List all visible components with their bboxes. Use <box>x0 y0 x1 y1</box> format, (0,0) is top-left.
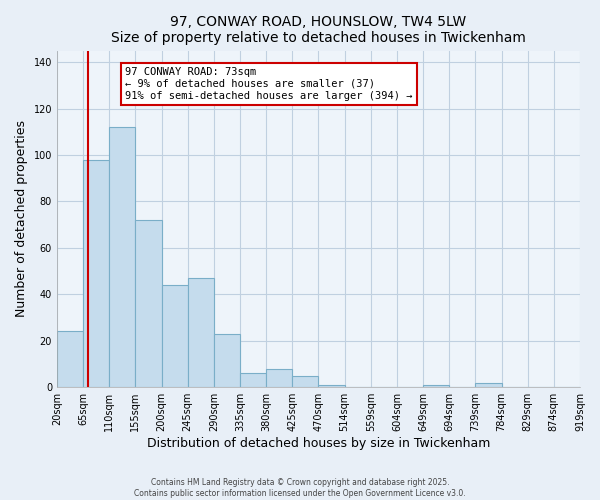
Bar <box>475 382 502 387</box>
Bar <box>57 332 83 387</box>
Text: Contains HM Land Registry data © Crown copyright and database right 2025.
Contai: Contains HM Land Registry data © Crown c… <box>134 478 466 498</box>
Bar <box>292 376 319 387</box>
Bar <box>188 278 214 387</box>
Bar <box>109 127 136 387</box>
Y-axis label: Number of detached properties: Number of detached properties <box>15 120 28 318</box>
Bar <box>161 285 188 387</box>
Bar <box>423 385 449 387</box>
Bar <box>319 385 344 387</box>
X-axis label: Distribution of detached houses by size in Twickenham: Distribution of detached houses by size … <box>147 437 490 450</box>
Text: 97 CONWAY ROAD: 73sqm
← 9% of detached houses are smaller (37)
91% of semi-detac: 97 CONWAY ROAD: 73sqm ← 9% of detached h… <box>125 68 412 100</box>
Bar <box>214 334 240 387</box>
Bar <box>266 368 292 387</box>
Bar <box>83 160 109 387</box>
Bar <box>240 374 266 387</box>
Bar <box>136 220 161 387</box>
Title: 97, CONWAY ROAD, HOUNSLOW, TW4 5LW
Size of property relative to detached houses : 97, CONWAY ROAD, HOUNSLOW, TW4 5LW Size … <box>111 15 526 45</box>
